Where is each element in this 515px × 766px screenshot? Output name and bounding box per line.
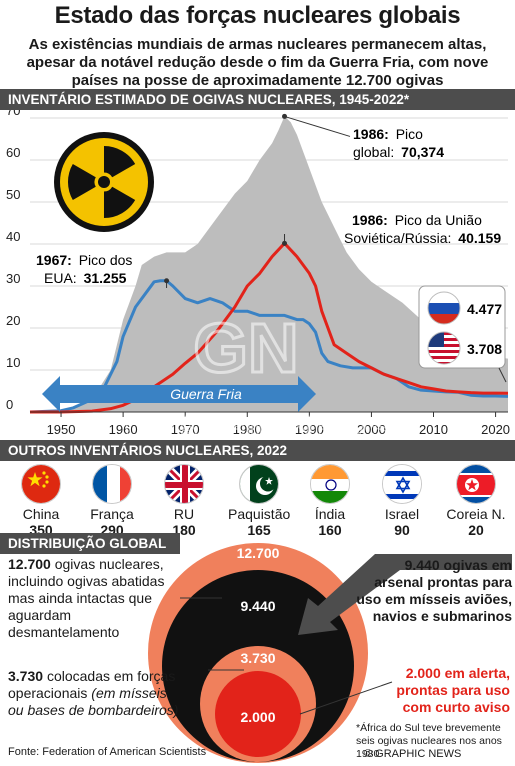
russia-value: 4.477 bbox=[467, 301, 502, 317]
y-tick-label: 30 bbox=[6, 271, 20, 286]
y-tick-label: 60 bbox=[6, 145, 20, 160]
country-pakistan: Paquistão 165 bbox=[228, 464, 290, 538]
legend-box: 4.477 3.708 bbox=[418, 285, 507, 383]
israel-flag-icon bbox=[382, 464, 422, 504]
pakistan-flag-icon bbox=[239, 464, 279, 504]
circle-deployed-label: 3.730 bbox=[240, 650, 275, 666]
country-israel: Israel 90 bbox=[374, 464, 430, 538]
svg-text:1986: Pico: 1986: Pico bbox=[353, 126, 423, 142]
country-name: China bbox=[22, 506, 60, 522]
x-tick-label: 2000 bbox=[357, 422, 386, 437]
country-name: Coreia N. bbox=[446, 506, 506, 522]
svg-text:1986: Pico da União: 1986: Pico da União bbox=[352, 212, 482, 228]
y-tick-label: 20 bbox=[6, 313, 20, 328]
country-name: França bbox=[90, 506, 134, 522]
chart-ticks: 0 10 20 30 40 50 60 70 1950 1960 1970 1980 1990 2000 2… bbox=[6, 110, 510, 437]
country-value: 90 bbox=[394, 522, 410, 538]
y-tick-label: 0 bbox=[6, 397, 13, 412]
distribution-text-alert: 2.000 em alerta, prontas para uso com cu… bbox=[396, 665, 510, 715]
footnote: *África do Sul teve brevemente seis ogiv… bbox=[356, 722, 502, 760]
circle-stored-label: 9.440 bbox=[240, 598, 275, 614]
y-tick-label: 50 bbox=[6, 187, 20, 202]
distribution-text-total: 12.700 ogivas nucleares, incluindo ogiva… bbox=[8, 556, 165, 640]
global-peak-value: 70,374 bbox=[401, 144, 444, 160]
circle-alert bbox=[215, 671, 301, 757]
circle-total-label: 12.700 bbox=[237, 545, 280, 561]
x-tick-label: 1980 bbox=[233, 422, 262, 437]
svg-text:Soviética/Rússia: 40.159: Soviética/Rússia: 40.159 bbox=[344, 230, 501, 246]
x-tick-label: 1970 bbox=[171, 422, 200, 437]
north-korea-flag-icon bbox=[456, 464, 496, 504]
us-peak-annotation: 1967: Pico dos EUA: 31.255 bbox=[36, 252, 168, 288]
cold-war-arrow: Guerra Fria bbox=[42, 376, 316, 412]
svg-text:GRAPHIC NEWS: GRAPHIC NEWS bbox=[125, 410, 391, 440]
x-tick-label: 2010 bbox=[419, 422, 448, 437]
us-peak-value: 31.255 bbox=[84, 270, 127, 286]
china-flag-icon bbox=[21, 464, 61, 504]
watermark: GN GRAPHIC NEWS bbox=[124, 308, 392, 441]
x-tick-label: 1960 bbox=[109, 422, 138, 437]
country-uk: RU 180 bbox=[156, 464, 212, 538]
global-peak-text-a: Pico bbox=[396, 126, 423, 142]
page-title: Estado das forças nucleares globais bbox=[54, 2, 461, 29]
svg-text:EUA: 31.255: EUA: 31.255 bbox=[44, 270, 127, 286]
warhead-inventory-chart: 0 10 20 30 40 50 60 70 1950 1960 1970 1980 1990 2000 2… bbox=[6, 110, 510, 441]
y-tick-label: 40 bbox=[6, 229, 20, 244]
global-area bbox=[30, 116, 508, 412]
cold-war-label: Guerra Fria bbox=[170, 386, 242, 402]
country-india: Índia 160 bbox=[302, 464, 358, 538]
country-france: França 290 bbox=[84, 464, 140, 538]
distribution-text-deployed: 3.730 colocadas em forças operacionais (… bbox=[8, 668, 179, 718]
source-note: Fonte: Federation of American Scientists bbox=[8, 746, 207, 758]
country-value: 160 bbox=[318, 522, 342, 538]
russia-flag-icon bbox=[427, 291, 461, 325]
distribution-text-stored: 9.440 ogivas em arsenal prontas para uso… bbox=[356, 557, 512, 624]
usa-flag-icon bbox=[427, 331, 461, 365]
x-tick-label: 2020 bbox=[481, 422, 510, 437]
x-tick-label: 1990 bbox=[295, 422, 324, 437]
global-peak-text-b: global: bbox=[353, 144, 394, 160]
ussr-peak-annotation: 1986: Pico da União Soviética/Rússia: 40… bbox=[284, 212, 501, 246]
svg-text:GN: GN bbox=[194, 309, 299, 387]
brand-credit: © GRAPHIC NEWS bbox=[364, 748, 462, 760]
country-north-korea: Coreia N. 20 bbox=[444, 464, 508, 538]
usa-line bbox=[29, 279, 509, 414]
section-header-distribution: DISTRIBUIÇÃO GLOBAL bbox=[0, 533, 180, 554]
distribution-circles: 12.700 9.440 3.730 2.000 bbox=[148, 543, 512, 763]
page-subtitle: As existências mundiais de armas nuclear… bbox=[26, 36, 489, 89]
y-tick-label: 70 bbox=[6, 110, 20, 118]
country-china: China 350 bbox=[13, 464, 69, 538]
y-tick-label: 10 bbox=[6, 355, 20, 370]
country-name: Israel bbox=[384, 506, 420, 522]
svg-text:global: 70,374: global: 70,374 bbox=[353, 144, 444, 160]
country-name: Paquistão bbox=[228, 506, 291, 522]
country-value: 20 bbox=[468, 522, 484, 538]
global-peak-dot bbox=[282, 113, 288, 119]
section-header-other-inventories: OUTROS INVENTÁRIOS NUCLEARES, 2022 bbox=[0, 440, 515, 461]
radiation-icon bbox=[54, 132, 154, 232]
pointer-arrow bbox=[298, 554, 512, 635]
usa-value: 3.708 bbox=[467, 341, 502, 357]
global-peak-annotation: 1986: Pico global: 70,374 bbox=[284, 115, 444, 160]
svg-text:1967: Pico dos: 1967: Pico dos bbox=[36, 252, 132, 268]
country-value: 165 bbox=[247, 522, 271, 538]
x-tick-label: 1950 bbox=[47, 422, 76, 437]
country-name: Índia bbox=[314, 506, 346, 522]
france-flag-icon bbox=[92, 464, 132, 504]
uk-flag-icon bbox=[164, 464, 204, 504]
ussr-peak-value: 40.159 bbox=[458, 230, 501, 246]
country-name: RU bbox=[173, 506, 195, 522]
section-header-inventory: INVENTÁRIO ESTIMADO DE OGIVAS NUCLEARES,… bbox=[0, 89, 515, 110]
india-flag-icon bbox=[310, 464, 350, 504]
circle-alert-label: 2.000 bbox=[240, 709, 275, 725]
connector-line bbox=[299, 681, 393, 715]
